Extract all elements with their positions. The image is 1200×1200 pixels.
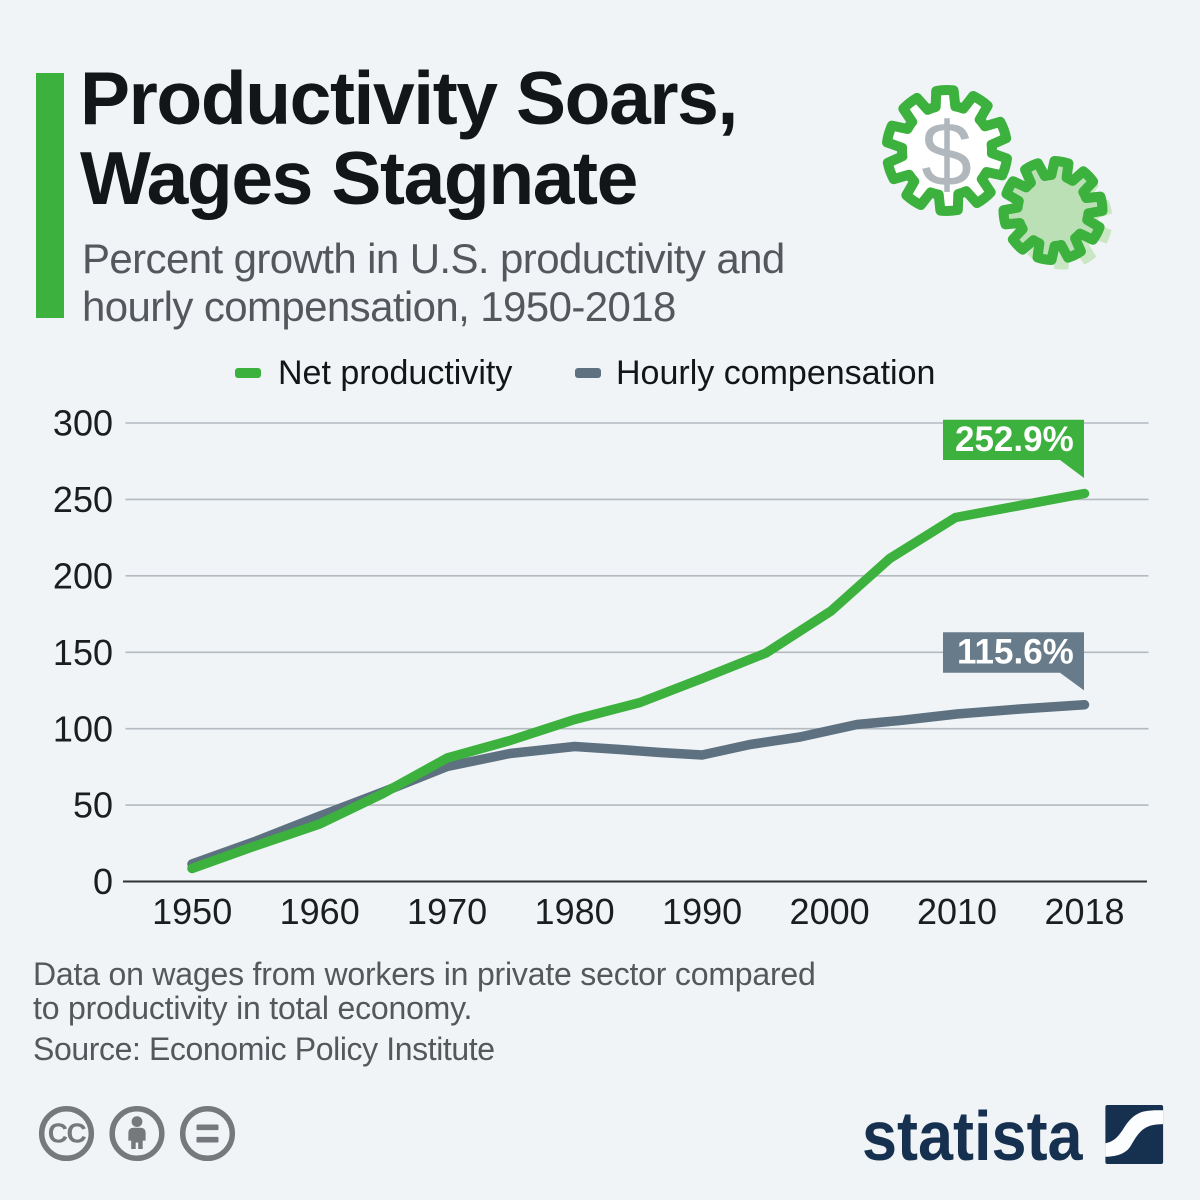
svg-text:1990: 1990 [662,891,742,932]
svg-text:50: 50 [73,785,113,826]
svg-text:2000: 2000 [790,891,870,932]
svg-text:2018: 2018 [1044,891,1124,932]
svg-text:252.9%: 252.9% [955,420,1074,459]
svg-text:1970: 1970 [407,891,487,932]
svg-text:$: $ [921,105,972,206]
svg-text:115.6%: 115.6% [957,633,1074,672]
svg-text:CC: CC [48,1118,87,1149]
svg-text:1980: 1980 [535,891,615,932]
svg-text:2010: 2010 [917,891,997,932]
svg-text:1960: 1960 [280,891,360,932]
svg-text:1950: 1950 [152,891,232,932]
svg-text:0: 0 [93,861,113,902]
svg-text:300: 300 [53,403,113,444]
svg-text:200: 200 [53,555,113,596]
svg-text:150: 150 [53,632,113,673]
svg-text:100: 100 [53,708,113,749]
svg-text:250: 250 [53,479,113,520]
